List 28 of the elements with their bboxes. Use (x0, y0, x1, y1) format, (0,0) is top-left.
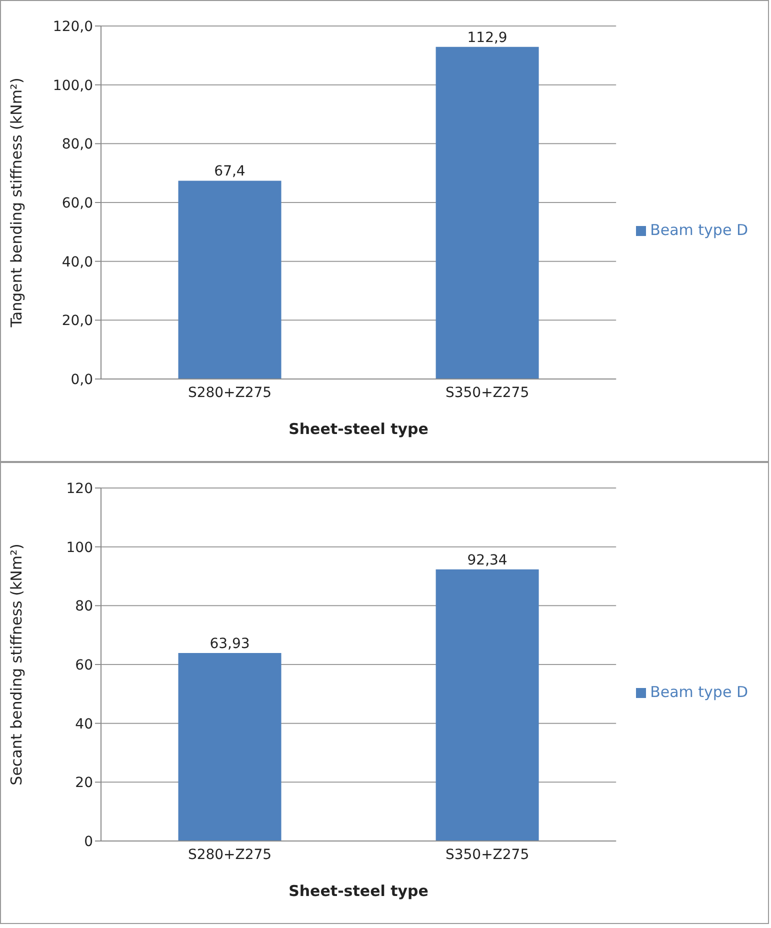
y-axis-title: Tangent bending stiffness (kNm²) (7, 78, 26, 328)
y-tick-label: 60,0 (62, 195, 93, 212)
data-label: 112,9 (467, 30, 508, 46)
x-axis-title: Sheet-steel type (288, 882, 428, 900)
y-tick-label: 40 (75, 716, 93, 732)
data-label: 63,93 (210, 636, 250, 652)
y-tick-label: 120 (66, 480, 93, 497)
x-tick-label: S350+Z275 (445, 846, 530, 863)
data-label: 92,34 (467, 552, 508, 568)
y-tick-label: 80,0 (62, 136, 93, 153)
legend-label: Beam type D (650, 683, 748, 701)
y-tick-label: 80 (75, 598, 93, 615)
y-tick-label: 20 (75, 775, 93, 792)
data-label: 67,4 (214, 164, 246, 180)
y-tick-label: 60 (75, 657, 93, 674)
y-tick-label: 120,0 (52, 18, 93, 35)
x-axis-title: Sheet-steel type (288, 420, 428, 438)
x-tick-label: S350+Z275 (445, 384, 530, 401)
x-tick-label: S280+Z275 (188, 846, 272, 863)
x-tick-label: S280+Z275 (188, 384, 272, 401)
legend-label: Beam type D (650, 221, 748, 239)
y-axis-title: Secant bending stiffness (kNm²) (7, 544, 26, 786)
y-tick-label: 100 (66, 540, 93, 556)
y-tick-label: 0,0 (70, 372, 93, 388)
y-tick-label: 0 (84, 834, 93, 850)
y-tick-label: 40,0 (62, 254, 93, 270)
y-tick-label: 100,0 (52, 78, 93, 94)
y-tick-label: 20,0 (62, 313, 93, 330)
